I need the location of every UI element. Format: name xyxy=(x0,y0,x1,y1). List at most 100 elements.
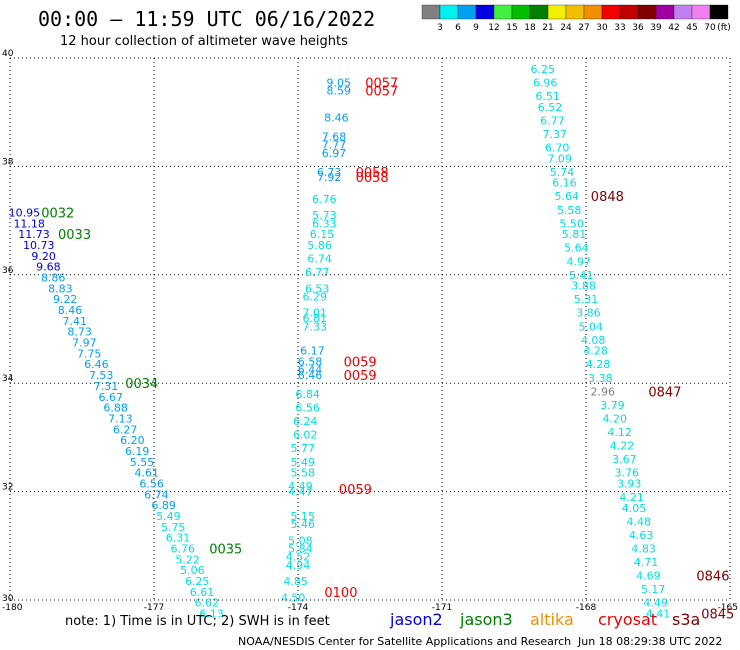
colorbar-label: 12 xyxy=(488,23,499,33)
x-tick-label: -177 xyxy=(144,603,164,613)
wave-height-value: 8.46 xyxy=(324,112,349,125)
wave-height-value: 3.38 xyxy=(588,372,613,385)
wave-height-value: 6.53 xyxy=(305,282,330,295)
time-label: 0058 xyxy=(356,171,389,186)
wave-height-value: 6.56 xyxy=(139,477,164,490)
y-tick-label: 30 xyxy=(2,594,14,604)
wave-height-points: 10.9511.1811.7310.739.209.688.868.839.22… xyxy=(9,63,671,621)
colorbar-label: 24 xyxy=(560,23,572,33)
colorbar-label: 30 xyxy=(596,23,608,33)
wave-height-value: 4.20 xyxy=(603,412,628,425)
wave-height-value: 6.17 xyxy=(300,345,325,358)
wave-height-value: 5.64 xyxy=(555,190,580,203)
time-label: 0032 xyxy=(41,206,74,221)
wave-height-value: 4.08 xyxy=(581,334,606,347)
wave-height-value: 5.58 xyxy=(291,467,316,480)
time-label: 0059 xyxy=(339,483,372,498)
legend-jason2: jason2 xyxy=(389,610,443,629)
wave-height-value: 4.85 xyxy=(283,575,308,588)
wave-height-value: 8.59 xyxy=(327,85,352,98)
wave-height-value: 6.46 xyxy=(298,369,323,382)
time-label: 0845 xyxy=(701,608,734,623)
time-label: 0847 xyxy=(648,385,681,400)
colorbar-swatch xyxy=(691,4,711,20)
wave-height-value: 3.76 xyxy=(615,467,640,480)
wave-height-value: 6.73 xyxy=(317,166,342,179)
x-tick-label: -168 xyxy=(576,603,597,613)
colorbar-swatch xyxy=(439,4,459,20)
wave-height-value: 6.44 xyxy=(298,364,323,377)
wave-height-value: 4.28 xyxy=(586,358,611,371)
wave-height-value: 6.02 xyxy=(293,429,318,442)
wave-height-value: 5.50 xyxy=(559,217,584,230)
wave-height-value: 6.15 xyxy=(310,228,335,241)
time-label: 0846 xyxy=(696,570,729,585)
chart-title: 00:00 – 11:59 UTC 06/16/2022 xyxy=(38,7,375,31)
chart-subtitle: 12 hour collection of altimeter wave hei… xyxy=(60,34,348,49)
wave-height-value: 4.97 xyxy=(567,255,592,268)
wave-height-value: 6.84 xyxy=(295,388,320,401)
footer-note: note: 1) Time is in UTC; 2) SWH is in fe… xyxy=(65,614,330,629)
colorbar-swatch xyxy=(619,4,639,20)
wave-height-value: 5.46 xyxy=(291,518,316,531)
wave-height-value: 5.17 xyxy=(641,583,666,596)
wave-height-value: 5.55 xyxy=(130,456,155,469)
wave-height-value: 7.97 xyxy=(72,337,97,350)
wave-height-value: 6.77 xyxy=(305,266,330,279)
legend-s3a: s3a xyxy=(672,610,700,629)
colorbar-legend: 3 6 9 12 15 18 21 24 27 30 33 36 39 42 45 70 (ft) xyxy=(421,4,731,33)
wave-height-value: 5.75 xyxy=(161,521,186,534)
wave-height-value: 5.81 xyxy=(562,228,587,241)
wave-height-value: 5.58 xyxy=(557,204,582,217)
wave-height-value: 6.56 xyxy=(295,402,320,415)
wave-height-value: 4.41 xyxy=(646,608,671,621)
wave-height-value: 5.49 xyxy=(156,510,181,523)
wave-height-value: 4.21 xyxy=(619,491,644,504)
wave-height-value: 4.49 xyxy=(643,597,668,610)
footer-timestamp: Jun 18 08:29:38 UTC 2022 xyxy=(577,635,722,648)
legend-cryosat: cryosat xyxy=(598,610,657,629)
colorbar-label: 33 xyxy=(614,23,625,33)
wave-height-value: 6.89 xyxy=(151,499,176,512)
wave-height-value: 6.19 xyxy=(125,445,150,458)
wave-height-value: 11.18 xyxy=(13,217,45,230)
time-label: 0059 xyxy=(344,356,377,371)
wave-height-value: 6.13 xyxy=(199,608,224,621)
time-label: 0058 xyxy=(356,166,389,181)
wave-height-value: 6.61 xyxy=(190,586,215,599)
wave-height-value: 4.48 xyxy=(627,515,652,528)
wave-height-value: 6.29 xyxy=(303,290,328,303)
wave-height-value: 5.22 xyxy=(175,553,200,566)
colorbar-label: 9 xyxy=(473,23,479,33)
wave-height-value: 2.96 xyxy=(591,385,616,398)
wave-height-value: 7.37 xyxy=(543,128,568,141)
wave-height-value: 8.73 xyxy=(67,326,92,339)
time-label: 0057 xyxy=(365,76,398,91)
grid-lines xyxy=(9,57,731,601)
wave-height-value: 6.74 xyxy=(307,253,332,266)
colorbar-swatch xyxy=(421,4,441,20)
colorbar-swatch xyxy=(511,4,531,20)
colorbar-label: 15 xyxy=(506,23,517,33)
wave-height-value: 6.24 xyxy=(293,415,318,428)
wave-height-value: 6.81 xyxy=(303,312,328,325)
colorbar-label: 39 xyxy=(650,23,662,33)
wave-height-value: 3.86 xyxy=(576,307,601,320)
wave-height-value: 8.86 xyxy=(41,272,66,285)
colorbar-swatch xyxy=(673,4,693,20)
wave-height-value: 7.13 xyxy=(108,412,133,425)
colorbar-label: 36 xyxy=(632,23,644,33)
wave-height-value: 5.49 xyxy=(291,456,316,469)
wave-height-value: 10.73 xyxy=(23,239,55,252)
wave-height-value: 4.22 xyxy=(610,440,635,453)
wave-height-value: 4.94 xyxy=(286,559,311,572)
wave-height-value: 6.46 xyxy=(84,358,109,371)
wave-height-value: 6.97 xyxy=(322,147,347,160)
footer-credit: NOAA/NESDIS Center for Satellite Applica… xyxy=(238,635,571,648)
wave-height-value: 9.22 xyxy=(53,293,78,306)
wave-height-value: 5.74 xyxy=(550,166,575,179)
colorbar-label: 3 xyxy=(437,23,443,33)
legend-jason3: jason3 xyxy=(459,610,513,629)
y-tick-label: 32 xyxy=(2,483,13,493)
